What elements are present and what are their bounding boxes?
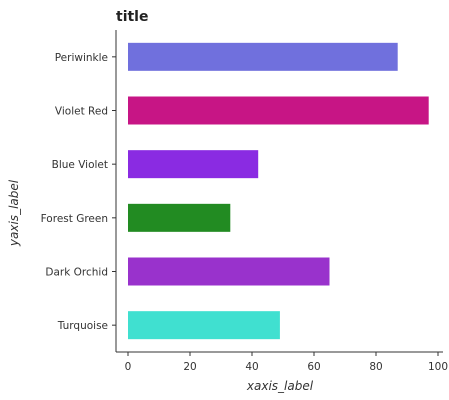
x-tick-label: 80 [369,361,382,373]
x-tick-label: 40 [245,361,258,373]
x-tick-label: 0 [125,361,132,373]
bar-periwinkle [128,42,398,71]
y-tick-label: Turquoise [57,320,108,332]
x-tick-label: 100 [428,361,448,373]
bar-blue-violet [128,150,259,179]
bar-turquoise [128,311,280,340]
y-axis: Turquoise Dark Orchid Forest Green Blue Vio… [41,30,117,352]
y-tick-label: Dark Orchid [45,267,108,279]
x-axis: 0 20 40 60 80 100 [116,351,448,373]
bar-forest-green [128,203,231,232]
x-axis-label: xaxis_label [246,379,314,393]
y-tick-label: Blue Violet [52,159,108,171]
x-tick-label: 60 [307,361,320,373]
x-tick-label: 20 [183,361,196,373]
bar-violet-red [128,96,429,125]
y-axis-label: yaxis_label [7,179,21,247]
y-tick-label: Periwinkle [55,52,108,64]
y-tick-label: Forest Green [41,213,108,225]
bars-layer [128,42,429,340]
bar-dark-orchid [128,257,330,286]
y-tick-label: Violet Red [55,106,108,118]
chart-title: title [116,9,148,25]
